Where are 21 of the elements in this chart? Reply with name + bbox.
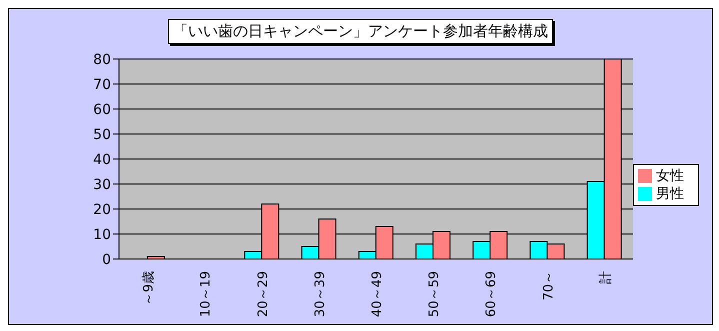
- x-tick-label: ～9歳: [142, 271, 157, 306]
- y-tick-label: 60: [93, 102, 111, 118]
- legend-label: 女性: [656, 168, 684, 184]
- y-tick-label: 20: [93, 202, 111, 218]
- y-tick-label: 70: [93, 76, 111, 93]
- y-tick-label: 50: [93, 126, 111, 143]
- x-tick-label: 10～19: [198, 271, 214, 318]
- x-tick-label: 20～29: [256, 271, 271, 318]
- legend-label: 男性: [656, 186, 684, 202]
- y-tick-label: 40: [93, 152, 111, 168]
- x-tick-label: 50～59: [427, 271, 442, 318]
- x-tick-label: 30～39: [312, 271, 328, 318]
- y-tick-label: 30: [93, 176, 111, 193]
- x-tick-label: 計: [598, 271, 614, 284]
- y-tick-label: 0: [102, 252, 111, 268]
- x-tick-label: 40～49: [370, 271, 385, 318]
- y-tick-label: 80: [93, 52, 111, 68]
- x-tick-label: 70～: [541, 271, 556, 301]
- y-tick-label: 10: [93, 226, 111, 243]
- chart-title: 「いい歯の日キャンペーン」アンケート参加者年齢構成: [168, 19, 553, 44]
- x-tick-label: 60～69: [484, 271, 500, 318]
